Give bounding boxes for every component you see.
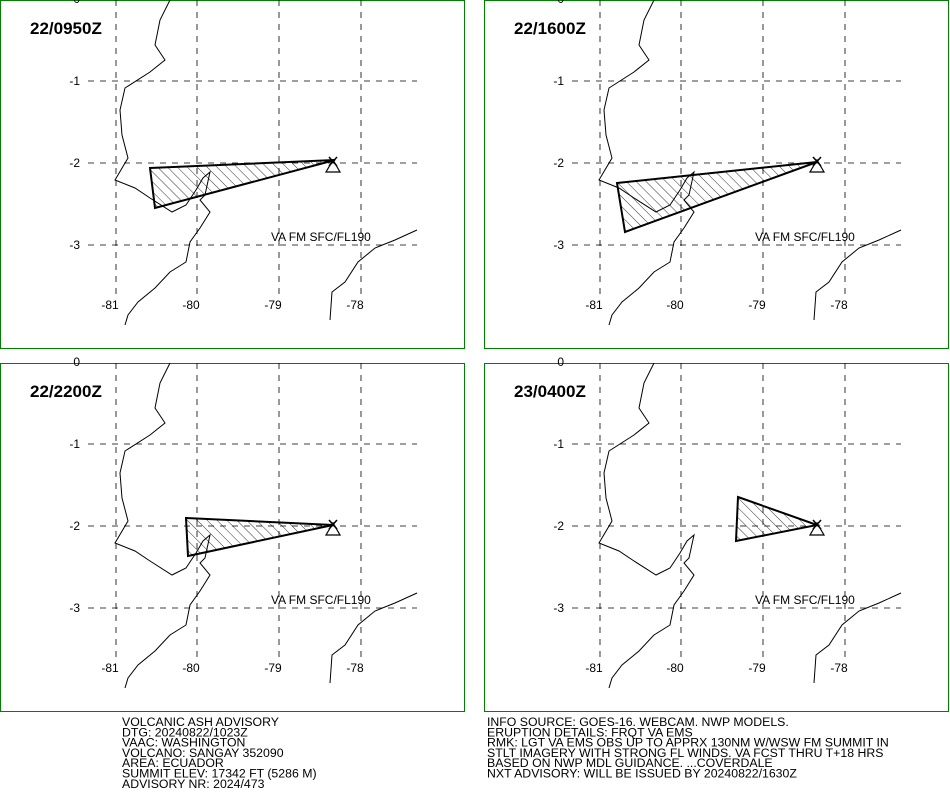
lat-label: -3 bbox=[553, 238, 564, 252]
lon-label: -79 bbox=[264, 661, 282, 675]
coastline bbox=[114, 0, 211, 326]
coastline bbox=[329, 229, 418, 321]
lon-label: -80 bbox=[666, 298, 684, 312]
advisory-line: STLT IMAGERY WITH STRONG FL WINDS. VA FC… bbox=[487, 746, 883, 760]
lat-label: -2 bbox=[553, 519, 564, 533]
level-label: VA FM SFC/FL190 bbox=[755, 593, 855, 607]
lon-label: -81 bbox=[585, 661, 603, 675]
lon-label: -79 bbox=[748, 298, 766, 312]
lat-label: 0 bbox=[557, 0, 564, 6]
advisory-line: SUMMIT ELEV: 17342 FT (5286 M) bbox=[122, 767, 317, 781]
volcano-x bbox=[328, 156, 338, 167]
advisory-line: DTG: 20240822/1023Z bbox=[122, 725, 248, 739]
coastline bbox=[598, 0, 695, 326]
volcano-x bbox=[328, 519, 338, 530]
lon-label: -81 bbox=[101, 661, 119, 675]
advisory-line: RMK: LGT VA EMS OBS UP TO APPRX 130NM W/… bbox=[487, 736, 889, 750]
map-panel: 0 -1 -2 -3 -81 -80 -79 -78 22/2200Z VA FM SFC/FL1… bbox=[0, 355, 465, 712]
lon-label: -78 bbox=[346, 298, 364, 312]
map-panel: 0 -1 -2 -3 -81 -80 -79 -78 23/0400Z VA FM SFC/FL1… bbox=[484, 355, 949, 712]
panel-border bbox=[0, 0, 465, 349]
advisory-line: ERUPTION DETAILS: FRQT VA EMS bbox=[487, 725, 693, 739]
lat-label: 0 bbox=[557, 355, 564, 369]
lat-label: -2 bbox=[553, 156, 564, 170]
lon-label: -80 bbox=[182, 661, 200, 675]
advisory-line: AREA: ECUADOR bbox=[122, 756, 224, 770]
advisory-line: BASED ON NWP MDL GUIDANCE. ...COVERDALE bbox=[487, 756, 773, 770]
level-label: VA FM SFC/FL190 bbox=[271, 593, 371, 607]
coastline bbox=[813, 592, 902, 684]
level-label: VA FM SFC/FL190 bbox=[271, 230, 371, 244]
lat-label: -3 bbox=[69, 238, 80, 252]
map-panel: 0 -1 -2 -3 -81 -80 -79 -78 22/0950Z VA FM SFC/FL1… bbox=[0, 0, 465, 349]
panel-time: 23/0400Z bbox=[514, 382, 586, 401]
advisory-line: NXT ADVISORY: WILL BE ISSUED BY 20240822… bbox=[487, 767, 797, 781]
volcano-x bbox=[812, 519, 822, 530]
lat-label: -3 bbox=[553, 601, 564, 615]
lon-label: -79 bbox=[748, 661, 766, 675]
coastline bbox=[329, 592, 418, 684]
lon-label: -78 bbox=[346, 661, 364, 675]
advisory-line: ADVISORY NR: 2024/473 bbox=[122, 777, 265, 791]
lat-label: -1 bbox=[553, 74, 564, 88]
lon-label: -81 bbox=[101, 298, 119, 312]
lon-label: -78 bbox=[830, 298, 848, 312]
lat-label: 0 bbox=[73, 355, 80, 369]
panel-border bbox=[0, 363, 465, 712]
ash-area bbox=[184, 516, 334, 558]
lat-label: -2 bbox=[69, 519, 80, 533]
lat-label: -1 bbox=[69, 437, 80, 451]
coastline bbox=[813, 229, 902, 321]
ash-area bbox=[615, 161, 818, 234]
lat-label: -1 bbox=[553, 437, 564, 451]
coastline bbox=[598, 362, 695, 689]
lat-label: 0 bbox=[73, 0, 80, 6]
map-panel: 0 -1 -2 -3 -81 -80 -79 -78 22/1600Z VA FM SFC/FL1… bbox=[484, 0, 949, 349]
panel-time: 22/0950Z bbox=[30, 19, 102, 38]
advisory-line: VAAC: WASHINGTON bbox=[122, 736, 245, 750]
level-label: VA FM SFC/FL190 bbox=[755, 230, 855, 244]
lon-label: -81 bbox=[585, 298, 603, 312]
panel-time: 22/1600Z bbox=[514, 19, 586, 38]
lon-label: -80 bbox=[666, 661, 684, 675]
lon-label: -80 bbox=[182, 298, 200, 312]
panel-time: 22/2200Z bbox=[30, 382, 102, 401]
panel-border bbox=[484, 363, 949, 712]
lon-label: -79 bbox=[264, 298, 282, 312]
coastline bbox=[114, 362, 211, 689]
advisory-line: VOLCANIC ASH ADVISORY bbox=[122, 715, 279, 729]
lat-label: -3 bbox=[69, 601, 80, 615]
lat-label: -2 bbox=[69, 156, 80, 170]
advisory-line: VOLCANO: SANGAY 352090 bbox=[122, 746, 284, 760]
lon-label: -78 bbox=[830, 661, 848, 675]
panel-border bbox=[484, 0, 949, 349]
volcano-x bbox=[812, 156, 822, 167]
lat-label: -1 bbox=[69, 74, 80, 88]
ash-area bbox=[734, 495, 821, 543]
advisory-line: INFO SOURCE: GOES-16. WEBCAM. NWP MODELS… bbox=[487, 715, 789, 729]
ash-area bbox=[148, 159, 336, 210]
